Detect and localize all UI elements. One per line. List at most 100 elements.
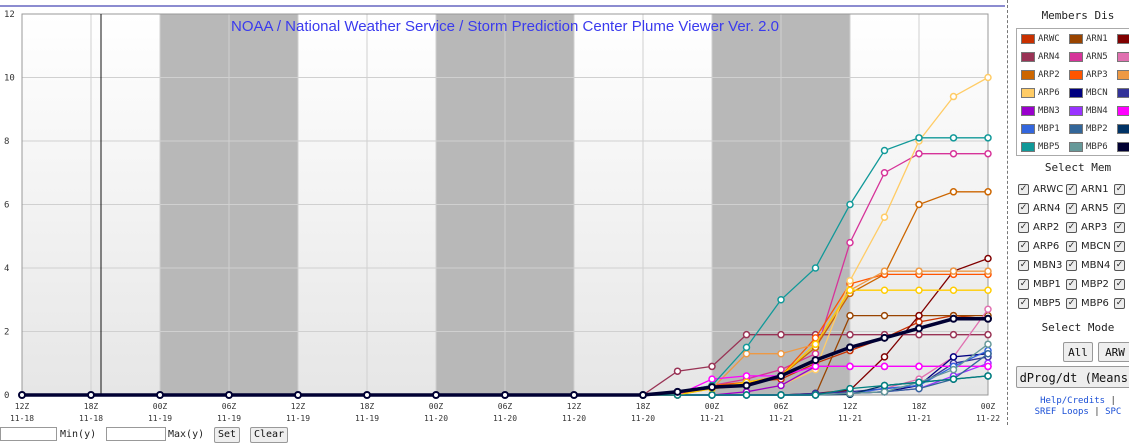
series-point xyxy=(777,391,785,399)
series-point xyxy=(811,340,820,348)
series-point xyxy=(984,349,992,358)
sref-loops-link[interactable]: SREF Loops xyxy=(1034,407,1089,417)
checkbox-checked-icon[interactable]: ✓ xyxy=(1066,298,1077,309)
member-color-swatch xyxy=(1069,52,1083,62)
mean-point xyxy=(984,314,992,323)
clear-button[interactable]: Clear xyxy=(250,427,289,443)
x-tick-time-label: 12Z xyxy=(15,402,30,411)
member-color-swatch xyxy=(1117,52,1129,62)
member-swatch-arp3: ARP3 xyxy=(1065,67,1111,83)
member-swatch-arn5: ARN5 xyxy=(1065,49,1111,65)
member-swatch-arn1: ARN1 xyxy=(1065,31,1111,47)
series-point xyxy=(846,384,854,393)
select-arw-button[interactable]: ARW xyxy=(1098,342,1129,362)
series-point xyxy=(880,267,889,275)
checkbox-checked-icon[interactable]: ✓ xyxy=(1114,203,1125,214)
x-tick-time-label: 00Z xyxy=(153,402,168,411)
min-y-input[interactable] xyxy=(0,427,57,441)
max-y-input[interactable] xyxy=(106,427,166,441)
x-tick-time-label: 18Z xyxy=(84,402,99,411)
series-point xyxy=(811,391,820,399)
series-point xyxy=(742,343,751,352)
checkbox-checked-icon[interactable]: ✓ xyxy=(1018,298,1029,309)
checkbox-checked-icon[interactable]: ✓ xyxy=(1114,241,1125,252)
series-point xyxy=(880,362,889,371)
members-display-title: Members Dis xyxy=(1041,9,1115,22)
x-tick-date-label: 11-20 xyxy=(631,414,655,423)
member-checkbox-label: ARWC xyxy=(1033,184,1064,195)
checkbox-checked-icon[interactable]: ✓ xyxy=(1114,260,1125,271)
x-tick-time-label: 12Z xyxy=(843,402,858,411)
member-swatch-label: MBP2 xyxy=(1086,124,1108,134)
checkbox-checked-icon[interactable]: ✓ xyxy=(1066,184,1077,195)
select-models-title: Select Mode xyxy=(1041,321,1115,334)
x-tick-date-label: 11-20 xyxy=(493,414,517,423)
sref-links: SREF Loops | SPC xyxy=(1034,407,1122,417)
x-tick-date-label: 11-21 xyxy=(838,414,862,423)
series-point xyxy=(915,330,923,339)
checkbox-checked-icon[interactable]: ✓ xyxy=(1066,203,1077,214)
mean-point xyxy=(880,333,889,342)
series-point xyxy=(811,349,820,358)
series-point xyxy=(846,238,854,247)
checkbox-checked-icon[interactable]: ✓ xyxy=(1066,222,1077,233)
y-range-controls: Min(y) Max(y) Set Clear xyxy=(0,427,1129,443)
checkbox-checked-icon[interactable]: ✓ xyxy=(1018,279,1029,290)
checkbox-checked-icon[interactable]: ✓ xyxy=(1066,241,1077,252)
y-tick-label: 12 xyxy=(4,10,15,20)
member-color-swatch xyxy=(1069,88,1083,98)
checkbox-checked-icon[interactable]: ✓ xyxy=(1114,184,1125,195)
member-swatch-label: MBP5 xyxy=(1038,142,1060,152)
series-point xyxy=(777,365,785,374)
checkbox-checked-icon[interactable]: ✓ xyxy=(1018,241,1029,252)
select-all-button[interactable]: All xyxy=(1063,342,1093,362)
member-color-swatch xyxy=(1069,142,1083,152)
checkbox-checked-icon[interactable]: ✓ xyxy=(1018,260,1029,271)
y-tick-label: 8 xyxy=(4,137,9,147)
mean-point xyxy=(87,391,95,399)
mean-point xyxy=(949,314,958,323)
member-swatch-arwc: ARWC xyxy=(1017,31,1063,47)
series-point xyxy=(880,286,889,294)
checkbox-checked-icon[interactable]: ✓ xyxy=(1114,298,1125,309)
x-tick-date-label: 11-22 xyxy=(976,414,1000,423)
checkbox-checked-icon[interactable]: ✓ xyxy=(1114,279,1125,290)
mean-point xyxy=(639,391,647,399)
series-point xyxy=(777,296,785,304)
series-point xyxy=(949,134,958,142)
member-color-swatch xyxy=(1117,34,1129,44)
member-color-swatch xyxy=(1069,70,1083,80)
x-tick-time-label: 18Z xyxy=(360,402,375,411)
checkbox-checked-icon[interactable]: ✓ xyxy=(1018,222,1029,233)
mean-point xyxy=(742,381,751,390)
x-tick-time-label: 00Z xyxy=(705,402,720,411)
checkbox-checked-icon[interactable]: ✓ xyxy=(1114,222,1125,233)
dprog-dt-button[interactable]: dProg/dt (Means c xyxy=(1016,366,1129,388)
member-swatch-label: ARN4 xyxy=(1038,52,1060,62)
member-swatch-arp4: ARP4 xyxy=(1113,67,1129,83)
checkbox-checked-icon[interactable]: ✓ xyxy=(1066,260,1077,271)
x-tick-date-label: 11-19 xyxy=(217,414,241,423)
y-tick-label: 4 xyxy=(4,264,9,274)
checkbox-checked-icon[interactable]: ✓ xyxy=(1066,279,1077,290)
series-point xyxy=(915,378,923,387)
member-swatch-label: ARP2 xyxy=(1038,70,1060,80)
series-point xyxy=(880,311,889,320)
spc-link[interactable]: SPC xyxy=(1105,407,1122,417)
member-swatch-label: ARN5 xyxy=(1086,52,1108,62)
series-point xyxy=(811,362,820,371)
series-point xyxy=(984,267,992,275)
member-color-swatch xyxy=(1069,124,1083,134)
member-swatch-label: MBP1 xyxy=(1038,124,1060,134)
series-point xyxy=(880,381,889,390)
checkbox-checked-icon[interactable]: ✓ xyxy=(1018,203,1029,214)
x-tick-time-label: 00Z xyxy=(981,402,996,411)
help-credits-link[interactable]: Help/Credits xyxy=(1040,396,1106,406)
checkbox-checked-icon[interactable]: ✓ xyxy=(1018,184,1029,195)
mean-line xyxy=(22,317,988,397)
set-button[interactable]: Set xyxy=(214,427,241,443)
series-point xyxy=(984,134,992,142)
series-point xyxy=(708,375,716,383)
series-point xyxy=(984,149,992,158)
member-color-swatch xyxy=(1117,106,1129,116)
